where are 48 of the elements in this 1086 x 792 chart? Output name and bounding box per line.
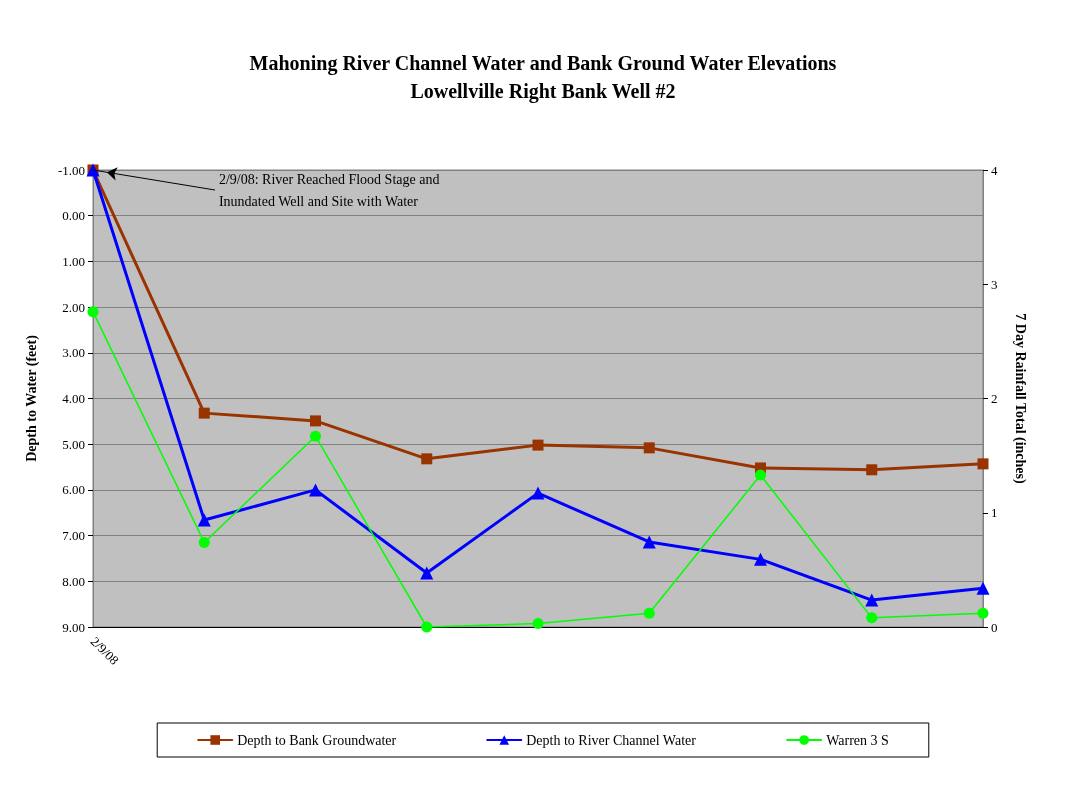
point [421,453,433,465]
y-tick-label: -1.00 [57,162,85,178]
point [976,581,990,595]
y2-tick-label: 3 [991,276,998,292]
point [310,430,321,442]
legend-label: Warren 3 S [826,732,889,748]
legend-label: Depth to River Channel Water [526,732,697,748]
point [977,458,989,470]
y-tick-label: 1.00 [62,253,85,269]
y-axis-title: Depth to Water (feet) [23,334,40,462]
point [643,607,655,619]
chart-subtitle: Lowellville Right Bank Well #2 [410,80,676,103]
point [420,566,434,580]
point [754,552,767,566]
point [421,621,433,633]
chart-title: Mahoning River Channel Water and Bank Ground Water Elevations [249,52,837,75]
point [866,612,878,624]
point [755,469,766,481]
point [198,536,210,548]
point [531,486,545,500]
point [309,483,322,497]
y2-tick-label: 0 [991,619,998,635]
y-tick-label: 9.00 [62,619,85,635]
point [532,618,544,630]
point [643,442,655,454]
y2-tick-label: 2 [991,391,998,406]
point [642,535,656,549]
y-tick-label: 7.00 [62,528,85,544]
legend-label: Depth to Bank Groundwater [237,732,397,748]
point [532,439,544,451]
y-tick-label: 6.00 [62,482,85,498]
y2-axis-title: 7 Day Rainfall Total (inches) [1011,313,1028,485]
y-tick-label: 5.00 [62,436,85,452]
point [310,415,321,427]
y2-tick-label: 1 [991,505,998,521]
y-tick-label: 4.00 [62,391,85,406]
point [866,464,878,476]
annotation: 2/9/08: River Reached Flood Stage and Inundated Well and Site with Water [218,172,443,210]
y2-tick-label: 4 [991,162,998,178]
point [865,593,879,607]
point [198,407,210,419]
y-tick-label: 2.00 [62,299,85,315]
y-tick-label: 8.00 [62,573,85,589]
point [977,607,989,619]
y-tick-label: 3.00 [62,345,85,361]
point [197,513,211,527]
point [87,306,99,318]
y-tick-label: 0.00 [62,208,85,224]
